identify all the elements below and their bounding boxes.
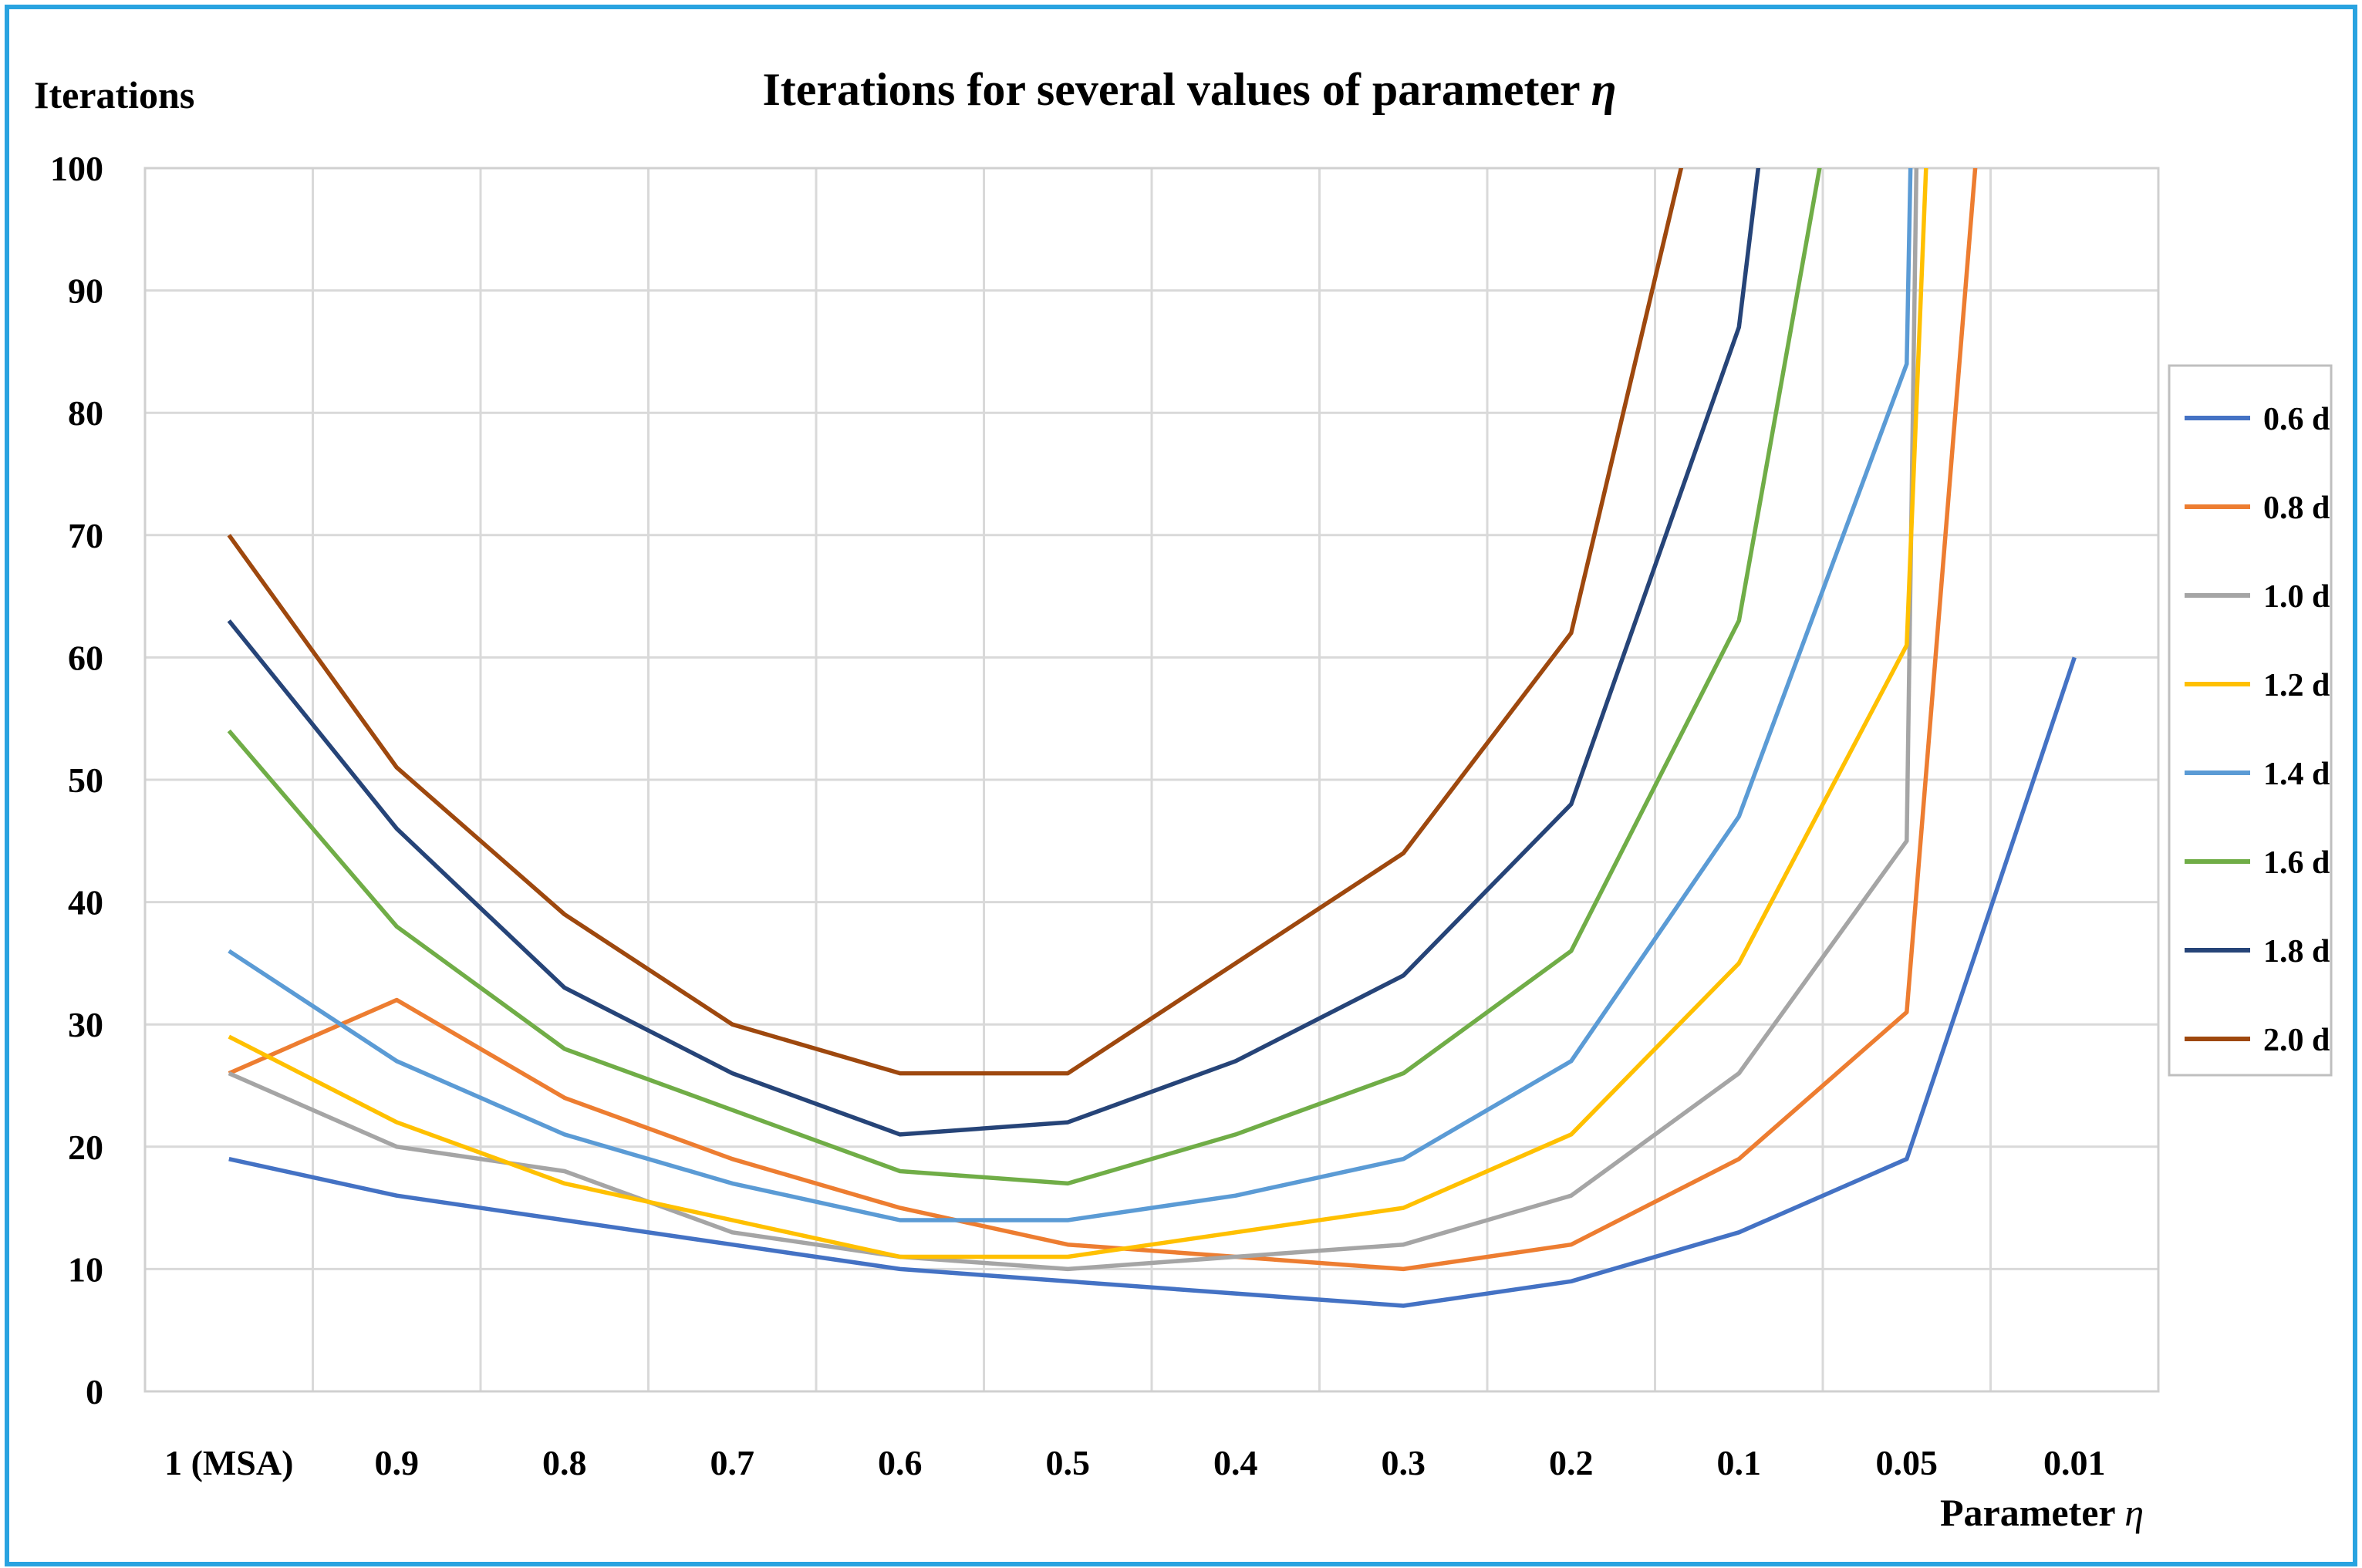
legend-label: 1.8 d	[2263, 934, 2330, 969]
y-tick-label: 30	[68, 1005, 103, 1044]
y-tick-label: 20	[68, 1128, 103, 1167]
x-axis-label-symbol: η	[2124, 1491, 2144, 1534]
series-line-0-8-d	[228, 168, 1978, 1272]
y-tick-label: 80	[68, 393, 103, 433]
y-tick-label: 40	[68, 883, 103, 922]
legend-label: 2.0 d	[2263, 1023, 2330, 1058]
x-axis-label-text: Parameter	[1940, 1491, 2115, 1534]
series-line-0-6-d	[228, 656, 2077, 1308]
series-line-2-0-d	[227, 168, 1684, 1076]
y-tick-label: 60	[68, 638, 103, 677]
y-tick-label: 50	[68, 760, 103, 800]
y-tick-label: 90	[68, 271, 103, 311]
x-tick-label: 0.05	[1876, 1443, 1939, 1482]
series-line-1-4-d	[228, 168, 1913, 1222]
gridlines	[145, 168, 2158, 1391]
legend-label: 1.0 d	[2263, 579, 2330, 615]
legend-label: 1.6 d	[2263, 845, 2330, 881]
series-line-1-8-d	[227, 168, 1761, 1137]
x-tick-label: 0.1	[1717, 1443, 1762, 1482]
legend: 0.6 d 0.8 d 1.0 d 1.2 d 1.4 d 1.6 d 1.8 d 2.0 d	[2168, 364, 2333, 1077]
chart-svg: Iterations for several values of paramet…	[34, 64, 2333, 1534]
x-tick-label: 0.5	[1046, 1443, 1091, 1482]
chart-frame: Iterations for several values of paramet…	[5, 5, 2357, 1566]
series-line-1-2-d	[228, 168, 1928, 1259]
y-tick-label: 0	[86, 1372, 103, 1411]
legend-label: 1.2 d	[2263, 668, 2330, 703]
chart-title: Iterations for several values of paramet…	[762, 64, 1616, 115]
chart-title-text: Iterations for several values of paramet…	[762, 64, 1580, 115]
chart-title-symbol: η	[1591, 64, 1617, 115]
plot-area-border	[143, 167, 2160, 1393]
y-axis-label: Iterations	[34, 73, 194, 116]
y-tick-labels: 0 10 20 30 40 50 60 70 80 90 100	[50, 149, 103, 1411]
x-tick-label: 0.9	[375, 1443, 420, 1482]
y-tick-label: 100	[50, 149, 103, 188]
x-tick-labels: 1 (MSA) 0.9 0.8 0.7 0.6 0.5 0.4 0.3 0.2 0.1 0.05 0.…	[164, 1443, 2105, 1482]
x-axis-label: Parameter η	[1940, 1491, 2144, 1534]
x-tick-label: 0.4	[1213, 1443, 1258, 1482]
legend-label: 0.8 d	[2263, 491, 2330, 526]
x-tick-label: 0.8	[542, 1443, 587, 1482]
x-tick-label: 0.2	[1549, 1443, 1594, 1482]
x-tick-label: 0.7	[710, 1443, 755, 1482]
legend-box	[2168, 364, 2333, 1077]
legend-label: 0.6 d	[2263, 402, 2330, 437]
y-tick-label: 10	[68, 1249, 103, 1289]
x-tick-label: 0.6	[878, 1443, 923, 1482]
series-lines	[227, 168, 2077, 1308]
series-line-1-6-d	[227, 168, 1822, 1186]
x-tick-label: 1 (MSA)	[164, 1443, 293, 1482]
x-tick-label: 0.3	[1382, 1443, 1426, 1482]
y-tick-label: 70	[68, 516, 103, 555]
series-line-1-0-d	[228, 168, 1919, 1272]
legend-label: 1.4 d	[2263, 757, 2330, 792]
x-tick-label: 0.01	[2043, 1443, 2106, 1482]
